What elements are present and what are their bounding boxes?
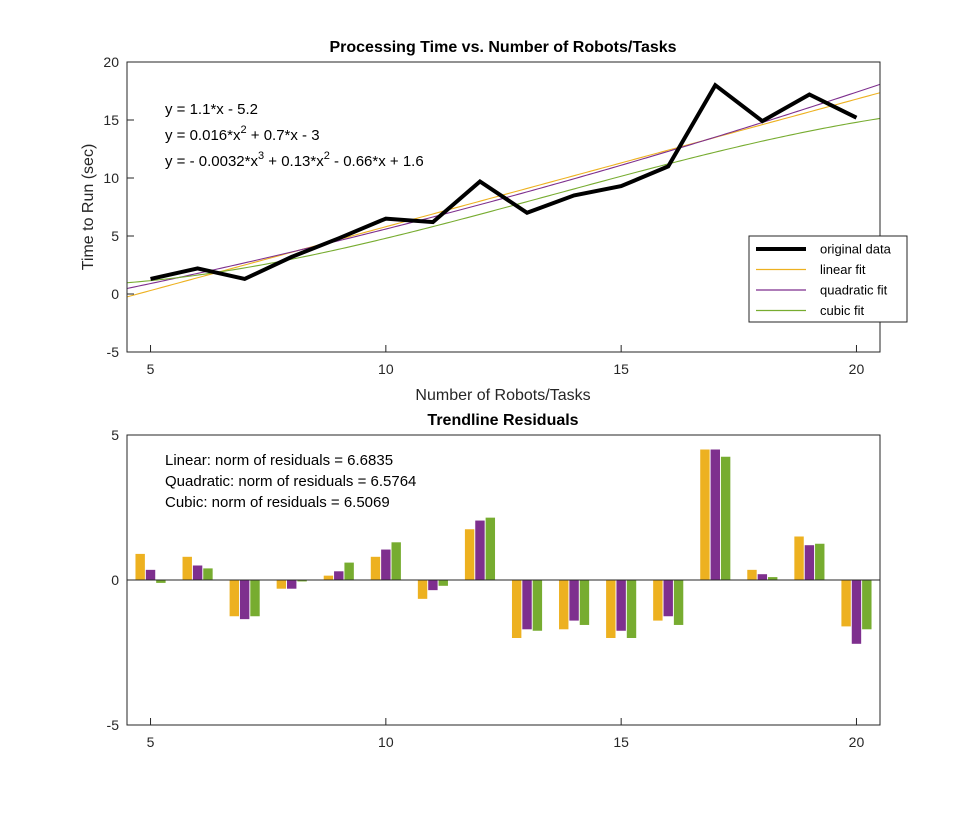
residual-bar <box>417 580 428 599</box>
residual-bar <box>616 580 626 631</box>
original-data-line <box>150 82 858 282</box>
equation-text: y = - 0.0032*x <box>165 153 258 170</box>
fit-equation: y = - 0.0032*x3 + 0.13*x2 - 0.66*x + 1.6 <box>165 150 424 170</box>
top-chart: 5 10 15 20 -5 0 5 10 15 20 Processing Time vs. Nu… <box>80 39 908 404</box>
equation-exponent: 2 <box>240 124 246 136</box>
residual-bar <box>710 449 720 580</box>
residual-bar <box>804 545 815 580</box>
residual-bar <box>428 580 438 591</box>
residual-bar <box>720 456 731 580</box>
bottom-x-tick-label: 10 <box>378 734 394 750</box>
residual-bar <box>579 580 590 625</box>
residual-bar <box>229 580 240 617</box>
fit-equation: y = 0.016*x2 + 0.7*x - 3 <box>165 124 320 144</box>
fit-equation: y = 1.1*x - 5.2 <box>165 101 258 118</box>
residual-bar <box>381 549 391 580</box>
residual-bar <box>757 574 768 580</box>
residual-bar <box>239 580 250 620</box>
top-x-axis-label: Number of Robots/Tasks <box>415 387 590 404</box>
residual-bar <box>700 449 710 580</box>
residual-bar <box>606 580 616 638</box>
bottom-x-tick-label: 5 <box>147 734 155 750</box>
residual-bar <box>192 565 203 580</box>
residual-bar <box>156 580 166 583</box>
residual-bar <box>511 580 522 638</box>
top-y-tick-label: 0 <box>111 286 119 302</box>
bottom-x-tick-label: 20 <box>849 734 865 750</box>
residual-bar <box>297 580 307 582</box>
bottom-y-tick-label: -5 <box>107 717 120 733</box>
residual-bar <box>135 553 145 580</box>
legend-linear-fit-label: linear fit <box>820 262 866 277</box>
residual-bar <box>626 580 637 638</box>
residual-bar <box>250 580 260 617</box>
residual-bar <box>815 543 825 580</box>
legend-quadratic-fit-label: quadratic fit <box>820 283 888 298</box>
residual-bar <box>485 517 496 580</box>
residual-bar <box>391 542 401 580</box>
bottom-x-tick-label: 15 <box>613 734 629 750</box>
residual-bar <box>663 580 673 617</box>
residual-bar <box>464 529 475 580</box>
top-y-tick-label: 10 <box>103 170 119 186</box>
residual-bar <box>287 580 297 589</box>
residual-bar <box>851 580 862 644</box>
residual-bar <box>673 580 684 625</box>
legend-original-data-label: original data <box>820 242 892 257</box>
bottom-chart: 5 10 15 20 -5 0 5 Trendline Residuals Linear: … <box>107 412 881 750</box>
top-axes-box <box>126 61 881 353</box>
residual-bar <box>203 568 213 580</box>
residual-bar <box>569 580 579 621</box>
equation-exponent: 3 <box>258 150 264 162</box>
equation-text: + 0.13*x <box>264 153 324 170</box>
residual-bar <box>862 580 872 630</box>
fit-equations: y = 1.1*x - 5.2y = 0.016*x2 + 0.7*x - 3y… <box>165 101 424 170</box>
top-y-tick-label: 20 <box>103 54 119 70</box>
equation-text: - 0.66*x + 1.6 <box>330 153 424 170</box>
residual-norms: Linear: norm of residuals = 6.6835 Quadra… <box>165 452 416 511</box>
residual-bar <box>438 580 448 586</box>
residual-bar <box>334 571 344 580</box>
legend-cubic-fit-label: cubic fit <box>820 303 864 318</box>
equation-text: + 0.7*x - 3 <box>247 127 320 144</box>
top-y-tick-label: 15 <box>103 112 119 128</box>
residual-bar <box>767 577 778 580</box>
residual-bar <box>182 556 192 580</box>
equation-text: y = 0.016*x <box>165 127 241 144</box>
residual-bar <box>841 580 851 627</box>
top-x-tick-label: 10 <box>378 361 394 377</box>
bottom-y-tick-label: 0 <box>111 572 119 588</box>
residual-bar <box>475 520 485 580</box>
residual-bar <box>532 580 543 631</box>
residual-bar <box>794 536 804 580</box>
residual-bar <box>747 569 757 580</box>
residual-bar <box>653 580 663 621</box>
bottom-y-tick-label: 5 <box>111 427 119 443</box>
equation-exponent: 2 <box>324 150 330 162</box>
legend: original data linear fit quadratic fit cubi… <box>748 235 908 323</box>
top-y-tick-label: -5 <box>107 344 120 360</box>
top-y-tick-label: 5 <box>111 228 119 244</box>
residual-bar <box>323 575 334 580</box>
residual-bar <box>370 556 381 580</box>
top-x-tick-label: 5 <box>147 361 155 377</box>
residual-bar <box>276 580 287 589</box>
top-x-tick-label: 20 <box>849 361 865 377</box>
equation-text: y = 1.1*x - 5.2 <box>165 101 258 118</box>
residual-bar <box>145 569 156 580</box>
residual-norm-text: Cubic: norm of residuals = 6.5069 <box>165 494 390 511</box>
top-chart-title: Processing Time vs. Number of Robots/Tas… <box>329 39 676 56</box>
residual-bar <box>522 580 532 630</box>
residual-norm-text: Linear: norm of residuals = 6.6835 <box>165 452 393 469</box>
top-x-tick-label: 15 <box>613 361 629 377</box>
bottom-chart-title: Trendline Residuals <box>427 412 578 429</box>
residual-norm-text: Quadratic: norm of residuals = 6.5764 <box>165 473 416 490</box>
bottom-axes-box <box>126 434 881 726</box>
residual-bar <box>559 580 569 630</box>
cubic-fit-line <box>127 117 880 284</box>
top-y-axis-label: Time to Run (sec) <box>80 144 97 271</box>
residual-bar <box>344 562 354 580</box>
